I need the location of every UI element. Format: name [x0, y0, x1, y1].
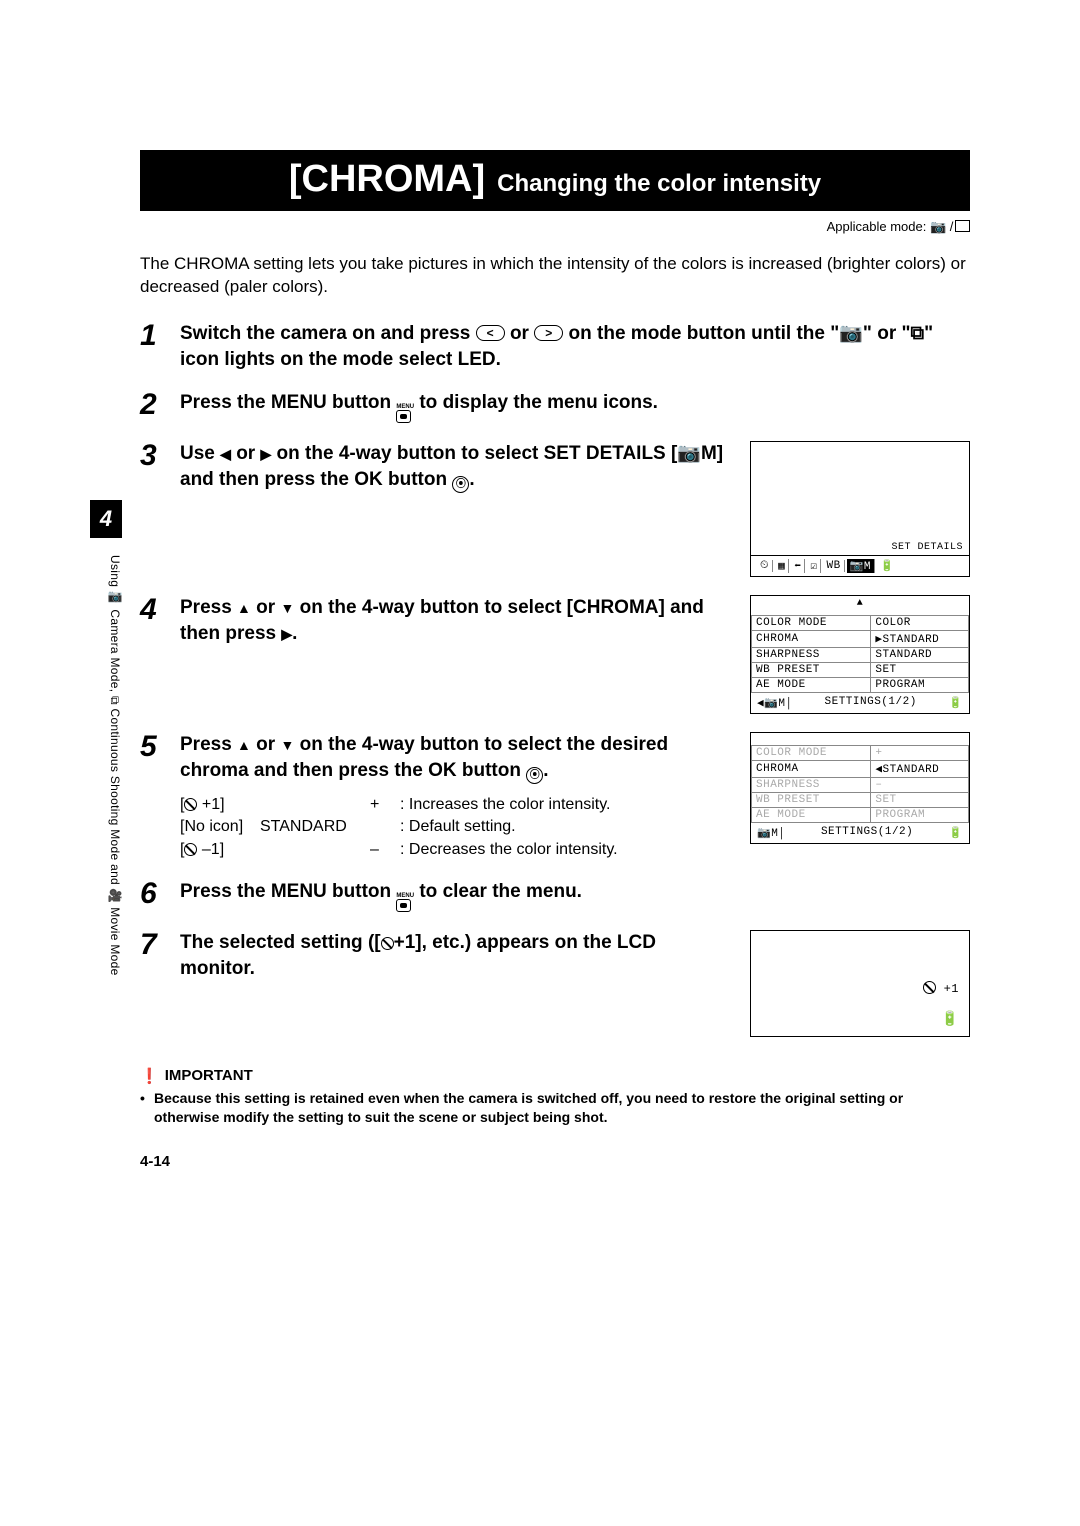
- side-running-text: Using 📷 Camera Mode, ⧉ Continuous Shooti…: [90, 545, 122, 1055]
- lcd-footer-left: ◀📷M│: [757, 696, 793, 710]
- step-7: 7 The selected setting ([+1], etc.) appe…: [140, 930, 970, 1037]
- left-arrow-icon: ◀: [220, 446, 231, 462]
- step-text: Switch the camera on and press < or > on…: [180, 321, 970, 372]
- step-4: 4 Press ▲ or ▼ on the 4-way button to se…: [140, 595, 970, 714]
- grid-icon: ▦: [775, 559, 789, 573]
- step-text: The selected setting ([+1], etc.) appear…: [180, 930, 730, 981]
- wb-icon: WB: [823, 560, 844, 572]
- step-text: Press ▲ or ▼ on the 4-way button to sele…: [180, 732, 730, 784]
- step-number: 1: [140, 321, 180, 372]
- chroma-option-plus1: [ +1] + : Increases the color intensity.: [180, 794, 730, 816]
- intro-paragraph: The CHROMA setting lets you take picture…: [140, 253, 970, 299]
- step-text: Press ▲ or ▼ on the 4-way button to sele…: [180, 595, 730, 646]
- step-2: 2 Press the MENU button to display the m…: [140, 390, 970, 423]
- step-text-part: or: [510, 323, 534, 344]
- lcd-settings-table: COLOR MODE+CHROMA◀STANDARDSHARPNESS–WB P…: [751, 745, 969, 823]
- step-number: 4: [140, 595, 180, 714]
- option-symbol: –: [370, 839, 400, 861]
- chapter-tab: 4: [90, 500, 122, 538]
- important-label: IMPORTANT: [165, 1067, 253, 1084]
- next-button-icon: >: [534, 325, 563, 341]
- chroma-icon: [381, 937, 394, 950]
- step-text: Use ◀ or ▶ on the 4-way button to select…: [180, 441, 730, 493]
- down-arrow-icon: ▼: [280, 737, 294, 753]
- applicable-label: Applicable mode:: [827, 219, 927, 234]
- lcd-footer-battery-icon: 🔋: [949, 696, 963, 710]
- prev-button-icon: <: [476, 325, 505, 341]
- lcd-screen-result: +1 🔋: [750, 930, 970, 1037]
- lcd-footer-icons: ⏲ ▦ ⬅ ☑ WB 📷M 🔋: [757, 559, 897, 573]
- step-text: Press the MENU button to display the men…: [180, 390, 970, 423]
- section-title-bar: [CHROMA] Changing the color intensity: [140, 150, 970, 211]
- lcd-footer-center: SETTINGS(1/2): [825, 696, 917, 710]
- menu-button-icon: [396, 893, 414, 912]
- chroma-options-list: [ +1] + : Increases the color intensity.…: [180, 794, 730, 861]
- option-desc: : Decreases the color intensity.: [400, 839, 618, 861]
- important-text: Because this setting is retained even wh…: [154, 1089, 970, 1127]
- right-arrow-icon: ▶: [260, 446, 271, 462]
- option-desc: : Default setting.: [400, 816, 516, 838]
- step-number: 3: [140, 441, 180, 577]
- step-5: 5 Press ▲ or ▼ on the 4-way button to se…: [140, 732, 970, 861]
- camera-m-icon: 📷M: [847, 559, 875, 573]
- step-text-part: Switch the camera on and press: [180, 323, 476, 344]
- chroma-option-minus1: [ –1] – : Decreases the color intensity.: [180, 839, 730, 861]
- important-note: ❗ IMPORTANT • Because this setting is re…: [140, 1067, 970, 1127]
- option-indicator: [No icon]: [180, 816, 260, 838]
- bullet-icon: •: [140, 1089, 154, 1127]
- lcd-footer-left: 📷M│: [757, 826, 785, 840]
- chroma-option-standard: [No icon] STANDARD : Default setting.: [180, 816, 730, 838]
- step-number: 7: [140, 930, 180, 1037]
- applicable-mode-line: Applicable mode: 📷 /: [140, 219, 970, 235]
- ok-button-icon: ⦿: [526, 767, 543, 784]
- applicable-icons: 📷 /: [930, 219, 970, 234]
- title-desc: Changing the color intensity: [497, 170, 821, 198]
- battery-icon: 🔋: [877, 559, 897, 573]
- step-text: Press the MENU button to clear the menu.: [180, 879, 970, 912]
- right-arrow-icon: ▶: [281, 626, 292, 642]
- up-arrow-icon: ▲: [237, 737, 251, 753]
- title-keyword: [CHROMA]: [289, 158, 485, 201]
- down-arrow-icon: ▼: [280, 600, 294, 616]
- up-arrow-icon: ▲: [237, 600, 251, 616]
- page-number: 4-14: [140, 1153, 970, 1170]
- important-bulb-icon: ❗: [140, 1067, 159, 1085]
- lcd-footer-center: SETTINGS(1/2): [821, 826, 913, 840]
- chroma-icon: [184, 798, 197, 811]
- ok-button-icon: ⦿: [452, 476, 469, 493]
- up-indicator-icon: ▲: [751, 596, 969, 609]
- lcd-screen-settings-1: ▲ COLOR MODECOLORCHROMA▶STANDARDSHARPNES…: [750, 595, 970, 714]
- battery-icon: 🔋: [941, 1011, 959, 1028]
- lcd-set-details-label: SET DETAILS: [751, 542, 969, 555]
- ev-icon: ☑: [807, 559, 821, 573]
- step-1: 1 Switch the camera on and press < or > …: [140, 321, 970, 372]
- lcd-settings-table: COLOR MODECOLORCHROMA▶STANDARDSHARPNESSS…: [751, 615, 969, 693]
- lcd-footer-battery-icon: 🔋: [949, 826, 963, 840]
- lcd-screen-settings-2: COLOR MODE+CHROMA◀STANDARDSHARPNESS–WB P…: [750, 732, 970, 844]
- step-6: 6 Press the MENU button to clear the men…: [140, 879, 970, 912]
- timer-icon: ⏲: [757, 560, 773, 572]
- back-icon: ⬅: [791, 559, 805, 573]
- chroma-icon: [184, 843, 197, 856]
- step-number: 2: [140, 390, 180, 423]
- step-3: 3 Use ◀ or ▶ on the 4-way button to sele…: [140, 441, 970, 577]
- option-symbol: +: [370, 794, 400, 816]
- menu-button-icon: [396, 404, 414, 423]
- chroma-indicator: +1: [923, 981, 959, 997]
- option-desc: : Increases the color intensity.: [400, 794, 610, 816]
- lcd-screen-set-details: SET DETAILS ⏲ ▦ ⬅ ☑ WB 📷M 🔋: [750, 441, 970, 577]
- step-number: 6: [140, 879, 180, 912]
- option-name: STANDARD: [260, 816, 370, 838]
- step-number: 5: [140, 732, 180, 861]
